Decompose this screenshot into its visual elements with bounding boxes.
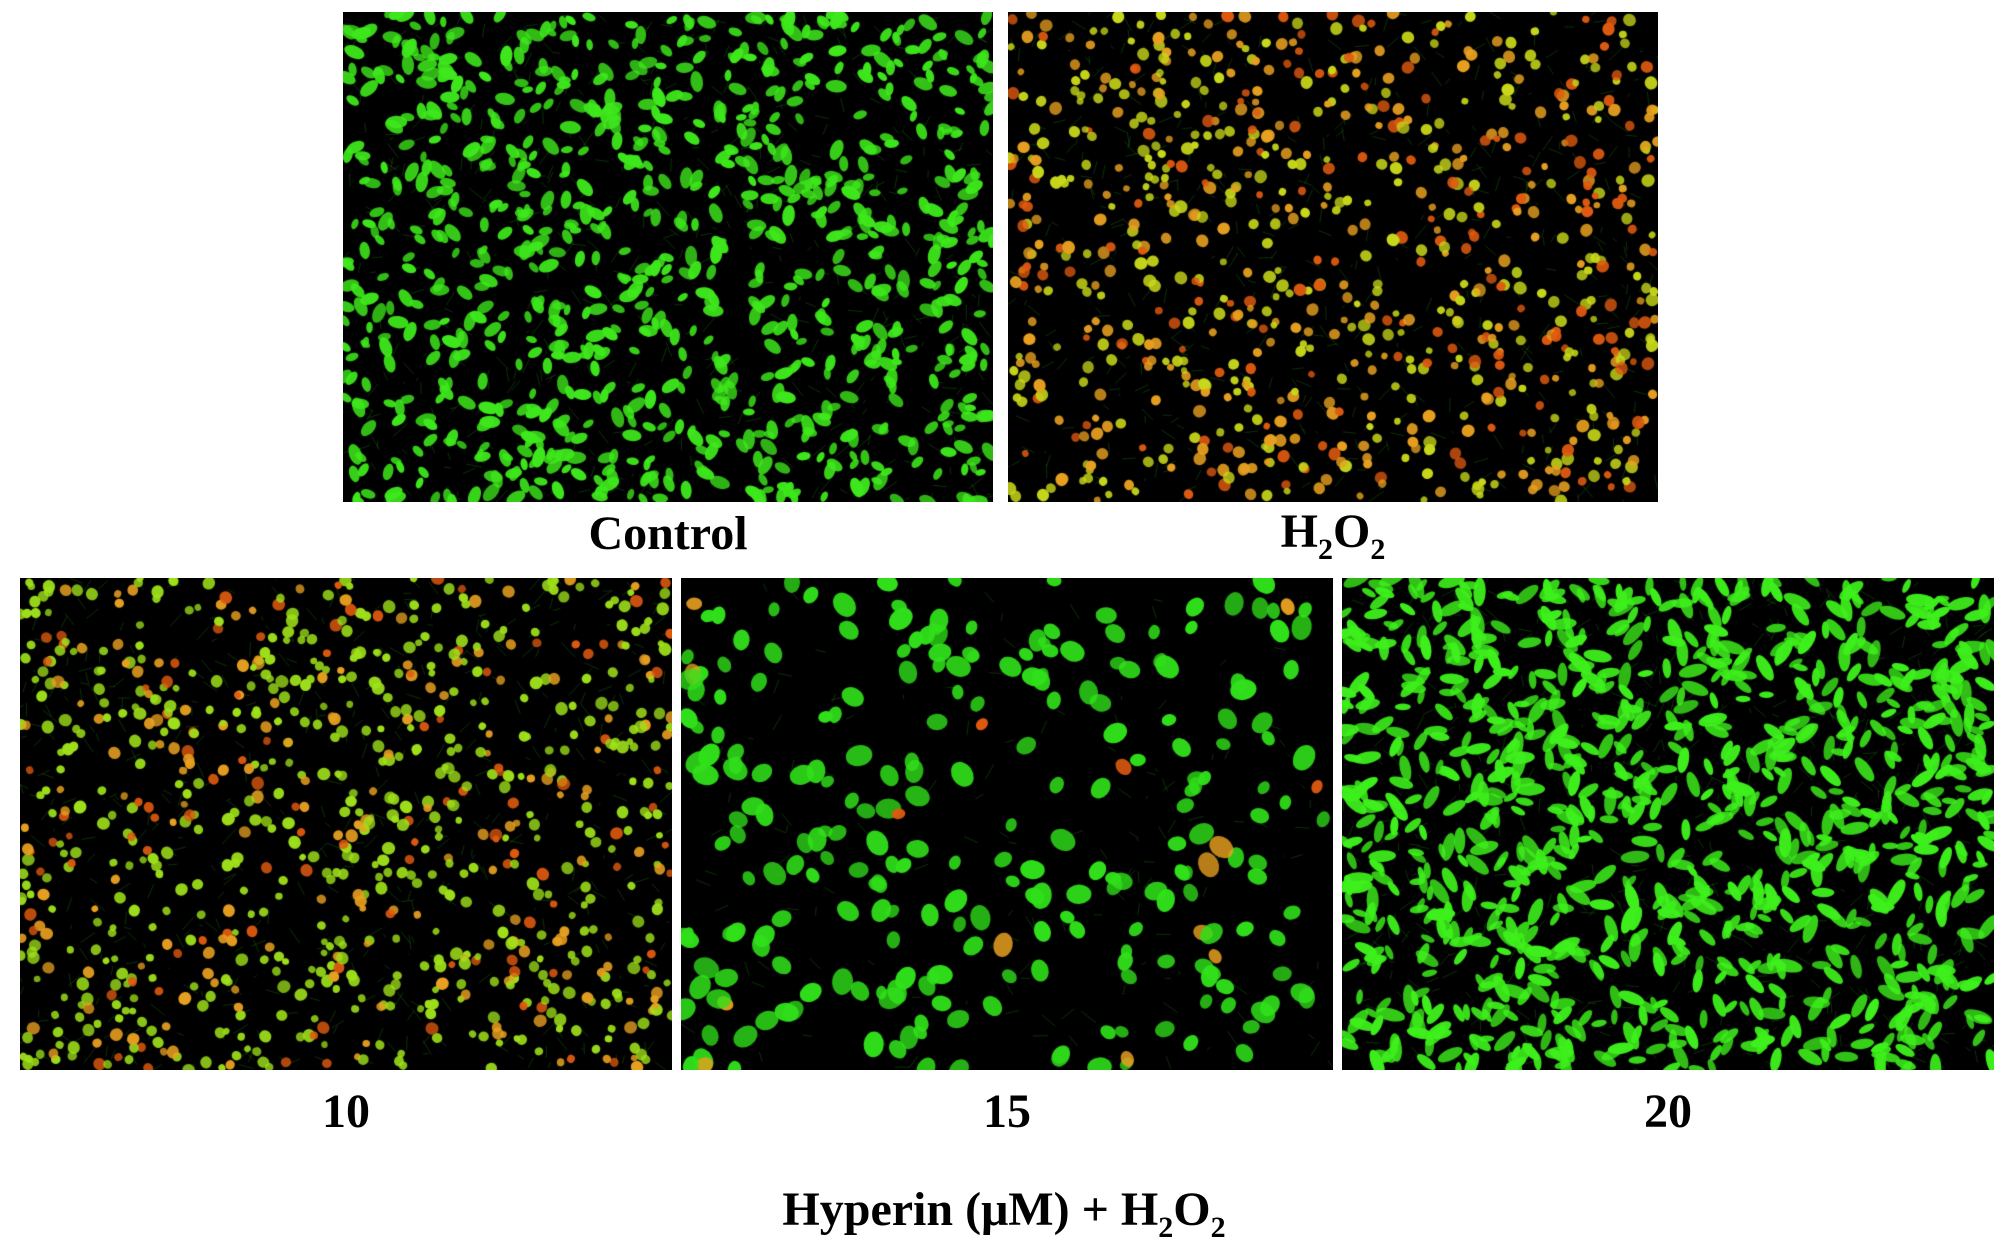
micrograph-control bbox=[343, 12, 993, 502]
axis-label-sub2: 2 bbox=[1210, 1211, 1226, 1244]
label-h2o2-sub1: 2 bbox=[1318, 533, 1333, 566]
label-h2o2-o: O bbox=[1333, 505, 1371, 558]
label-hyperin-10: 10 bbox=[322, 1085, 370, 1138]
label-control: Control bbox=[588, 507, 748, 560]
micrograph-hyperin-15-canvas bbox=[681, 578, 1333, 1070]
group-axis-label: Hyperin (μM) + H2O2 bbox=[0, 1183, 2008, 1243]
micrograph-hyperin-20 bbox=[1342, 578, 1994, 1070]
axis-label-o: O bbox=[1173, 1183, 1211, 1236]
micrograph-h2o2-canvas bbox=[1008, 12, 1658, 502]
micrograph-hyperin-20-canvas bbox=[1342, 578, 1994, 1070]
label-hyperin-20: 20 bbox=[1644, 1085, 1692, 1138]
micrograph-control-canvas bbox=[343, 12, 993, 502]
label-hyperin-15: 15 bbox=[983, 1085, 1031, 1138]
label-h2o2: H2O2 bbox=[1008, 505, 1658, 565]
micrograph-hyperin-15 bbox=[681, 578, 1333, 1070]
label-h2o2-sub2: 2 bbox=[1370, 533, 1386, 566]
micrograph-hyperin-10-canvas bbox=[20, 578, 672, 1070]
axis-label-sub1: 2 bbox=[1158, 1211, 1174, 1244]
axis-label-prefix: Hyperin (μM) + H bbox=[782, 1183, 1159, 1236]
micrograph-h2o2 bbox=[1008, 12, 1658, 502]
micrograph-hyperin-10 bbox=[20, 578, 672, 1070]
label-h2o2-h: H bbox=[1280, 505, 1318, 558]
